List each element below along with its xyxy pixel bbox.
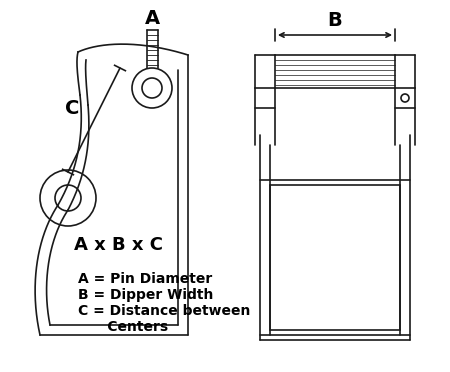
Text: A: A [144, 9, 160, 28]
Text: A = Pin Diameter: A = Pin Diameter [78, 272, 212, 286]
Text: A x B x C: A x B x C [73, 236, 162, 254]
Text: B: B [328, 10, 342, 29]
Text: C: C [65, 99, 79, 118]
Text: C = Distance between: C = Distance between [78, 304, 250, 318]
Text: Centers: Centers [78, 320, 168, 334]
Text: B = Dipper Width: B = Dipper Width [78, 288, 213, 302]
